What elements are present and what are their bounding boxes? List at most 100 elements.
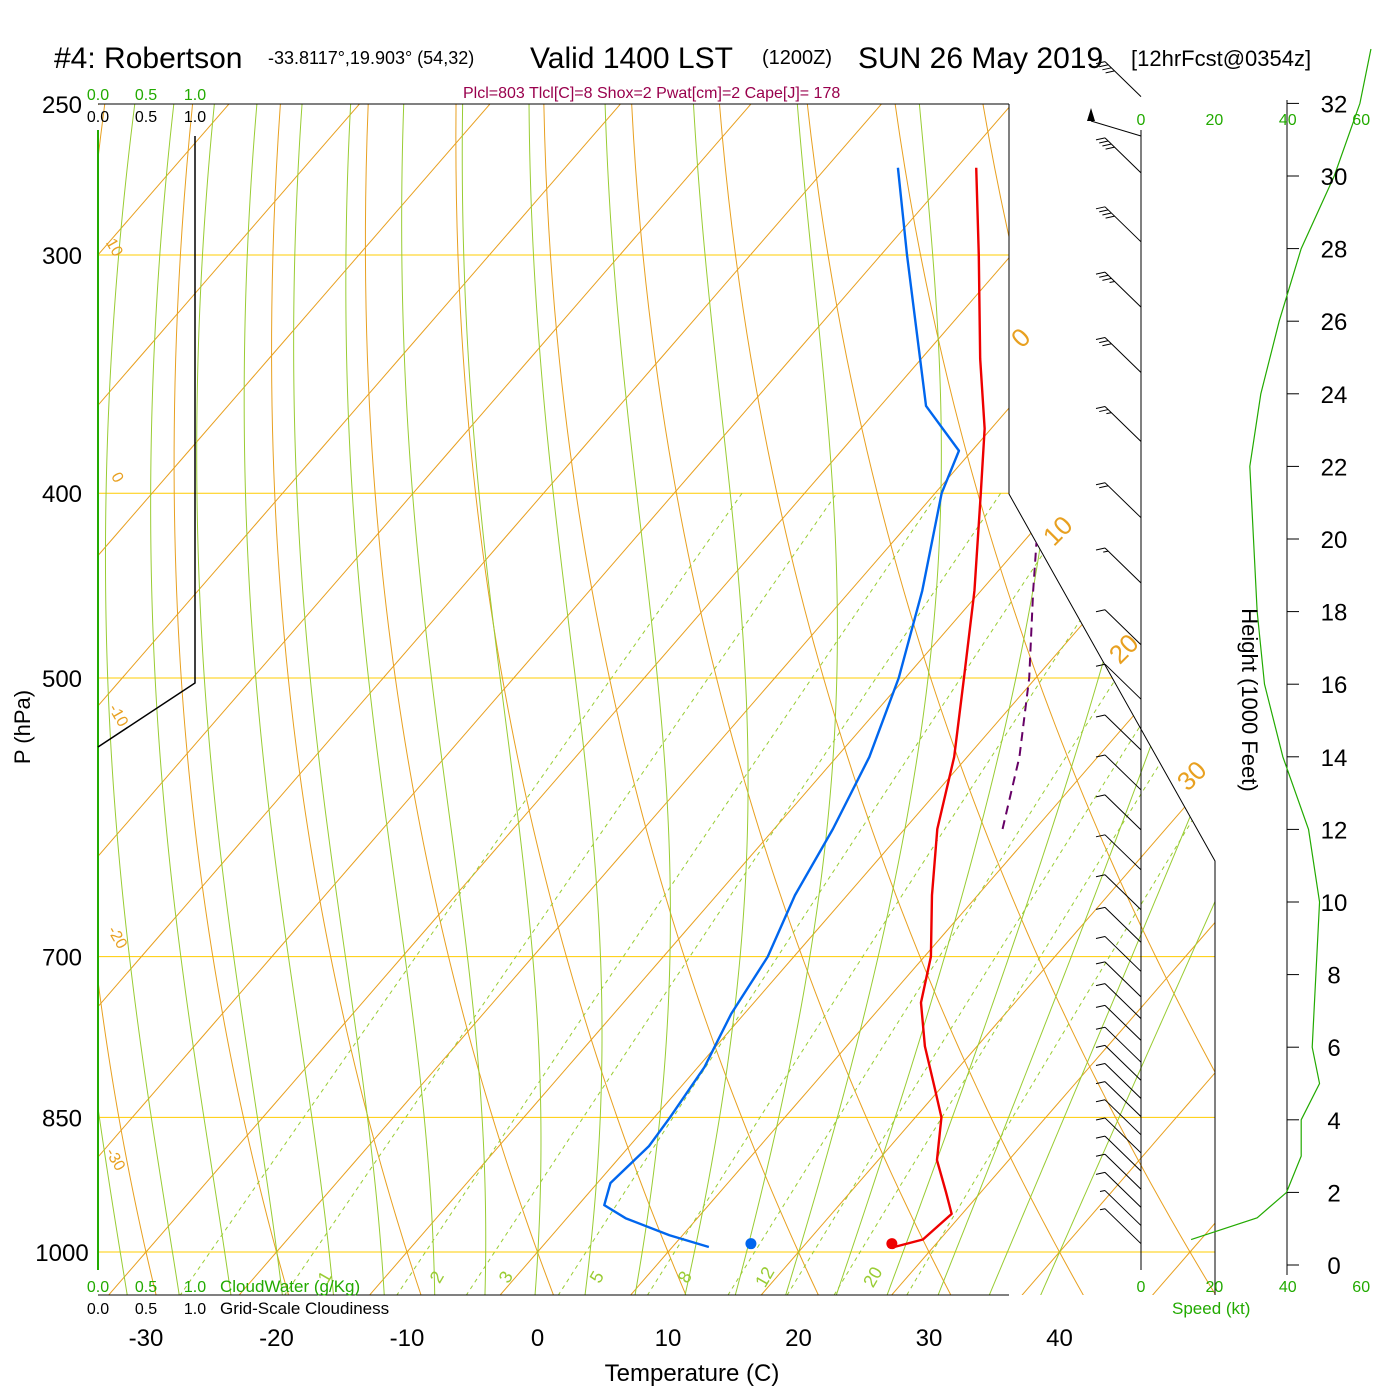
wind-barb-feather: [1095, 547, 1106, 551]
height-tick-label: 22: [1321, 454, 1348, 481]
parcel-path: [1001, 472, 1039, 830]
y-tick-label: 250: [42, 92, 82, 119]
wind-barb-feather: [1095, 206, 1106, 210]
wind-barb-staff: [1104, 406, 1142, 442]
height-tick-label: 8: [1327, 963, 1340, 990]
wind-barb-staff: [1104, 547, 1142, 584]
isotherm-line: [98, 104, 259, 1295]
dry-adiabat-line: [173, 104, 296, 1295]
wind-barb-feather: [1095, 906, 1106, 910]
moist-adiabat-line: [679, 104, 749, 1295]
surface-temperature-dot: [886, 1238, 898, 1250]
wind-barb-staff: [1104, 271, 1142, 308]
moist-adiabat-line: [461, 104, 542, 1295]
isotherm-line: [98, 104, 651, 1295]
wind-barb-staff: [1104, 961, 1142, 998]
y-tick-label: 1000: [35, 1240, 88, 1267]
isotherm-line: [98, 104, 520, 1295]
moist-adiabat-line: [196, 104, 286, 1295]
height-tick-label: 6: [1327, 1035, 1340, 1062]
mixing-ratio-label: 2: [426, 1268, 448, 1287]
cloudwater-tick-top: 0.0: [87, 87, 109, 104]
wind-barb-feather: [1099, 274, 1109, 278]
isotherm-line: [1003, 104, 1215, 1295]
wind-barb-feather: [1095, 714, 1106, 718]
wind-barb-staff: [1104, 1208, 1142, 1245]
wind-barb-feather: [1095, 1063, 1106, 1066]
wind-barb-feather: [1099, 485, 1109, 489]
wind-barb-feather: [1095, 834, 1106, 838]
mixing-ratio-line: [634, 492, 1164, 1295]
cloudiness-tick-top: 1.0: [184, 109, 206, 126]
mixing-ratio-line: [894, 492, 1215, 1295]
wind-barb-feather: [1099, 64, 1109, 68]
moist-adiabat-line: [980, 104, 1215, 1295]
wind-barb-feather: [1095, 137, 1106, 141]
wind-barb-half-feather: [1109, 280, 1115, 283]
wind-barb-feather: [1105, 215, 1115, 219]
wind-barb-feather: [1099, 340, 1109, 344]
wind-barb-staff: [1104, 1117, 1142, 1154]
speed-tick-bottom: 60: [1352, 1279, 1370, 1296]
moist-adiabat-line: [345, 104, 436, 1295]
wind-barb-staff: [1104, 337, 1142, 373]
mixing-ratio-line: [452, 492, 1002, 1295]
mixing-ratio-label: 20: [859, 1263, 886, 1290]
surface-dewpoint-dot: [745, 1238, 757, 1250]
dry-adiabat-line: [803, 104, 1215, 1295]
moist-adiabat-line: [98, 104, 132, 1295]
isotherm-label: 20: [1103, 628, 1145, 670]
mixing-ratio-line: [270, 492, 838, 1295]
mixing-ratio-label: 12: [751, 1263, 778, 1290]
dewpoint-profile: [603, 167, 961, 1249]
height-tick-label: 32: [1321, 91, 1348, 118]
wind-barb-feather: [1102, 277, 1112, 281]
wind-panel: [1087, 48, 1372, 1245]
moist-adiabat-line: [878, 104, 1209, 1295]
cloudwater-tick-bottom: 0.5: [135, 1279, 157, 1296]
wind-barb-feather: [1095, 663, 1106, 667]
x-tick-label: 20: [785, 1325, 812, 1352]
speed-tick-top: 20: [1206, 112, 1224, 129]
wind-barb-staff: [1104, 983, 1142, 1019]
frame-right: [1008, 104, 1216, 1295]
cloudwater-tick-bottom: 0.0: [87, 1279, 109, 1296]
moist-adiabat-line: [603, 104, 671, 1295]
isotherm-line: [98, 104, 1042, 1295]
cloudiness-tick-bottom: 0.0: [87, 1301, 109, 1318]
wind-barb-staff: [1104, 907, 1142, 943]
wind-barb-feather: [1095, 1044, 1106, 1048]
mixing-ratio-label: 3: [495, 1268, 517, 1287]
cloudwater-tick-top: 0.5: [135, 87, 157, 104]
wind-barb-staff: [1104, 609, 1142, 646]
height-tick-label: 24: [1321, 382, 1348, 409]
isotherm-label: 10: [1037, 510, 1079, 552]
speed-tick-top: 60: [1352, 112, 1370, 129]
height-tick-label: 16: [1321, 672, 1348, 699]
wind-barb-staff: [1104, 482, 1142, 519]
x-tick-label: -20: [259, 1325, 294, 1352]
wind-barb-staff: [1104, 1190, 1142, 1226]
wind-barb-staff: [1104, 834, 1142, 871]
wind-barb-feather: [1095, 271, 1106, 275]
height-tick-label: 0: [1327, 1253, 1340, 1280]
wind-barb-staff: [1090, 120, 1142, 137]
y-tick-label: 500: [42, 666, 82, 693]
dry-adiabat-line: [542, 104, 829, 1295]
isotherm-line: [98, 104, 781, 1295]
wind-barb-staff: [1104, 1063, 1142, 1099]
wind-barb-feather: [1095, 482, 1106, 486]
wind-barb-staff: [1104, 1153, 1142, 1190]
height-tick-label: 2: [1327, 1180, 1340, 1207]
moist-adiabat-line: [828, 104, 1065, 1295]
wind-barb-staff: [1104, 794, 1142, 831]
isotherm-label: 30: [1171, 755, 1213, 797]
temperature-profile: [893, 167, 986, 1249]
height-tick-label: 10: [1321, 890, 1348, 917]
valid-time: Valid 1400 LST: [530, 42, 733, 75]
y-axis-title: P (hPa): [10, 690, 35, 764]
mixing-ratio-line: [544, 492, 1084, 1295]
speed-tick-bottom: 0: [1137, 1279, 1146, 1296]
y-tick-label: 300: [42, 243, 82, 270]
